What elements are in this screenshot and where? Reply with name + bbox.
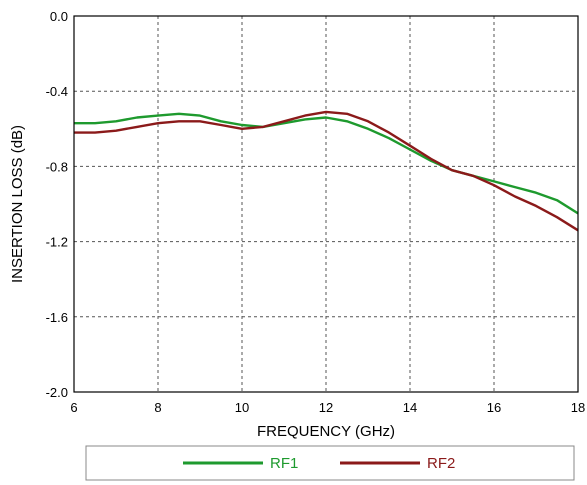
x-tick-label: 18 — [571, 400, 585, 415]
x-tick-label: 8 — [154, 400, 161, 415]
x-tick-labels: 6 8 10 12 14 16 18 — [70, 400, 585, 415]
y-axis-label: INSERTION LOSS (dB) — [9, 125, 26, 283]
y-tick-label: 0.0 — [50, 9, 68, 24]
plot-frame — [73, 15, 579, 393]
y-tick-label: -2.0 — [46, 385, 68, 400]
y-tick-label: -0.4 — [46, 84, 68, 99]
y-tick-label: -1.6 — [46, 310, 68, 325]
x-tick-label: 10 — [235, 400, 249, 415]
x-tick-label: 14 — [403, 400, 417, 415]
x-tick-label: 6 — [70, 400, 77, 415]
grid-lines — [74, 16, 578, 392]
y-tick-label: -1.2 — [46, 235, 68, 250]
legend-label-rf1: RF1 — [270, 455, 298, 472]
x-tick-label: 16 — [487, 400, 501, 415]
y-tick-labels: 0.0 -0.4 -0.8 -1.2 -1.6 -2.0 — [46, 9, 68, 400]
legend-label-rf2: RF2 — [427, 455, 455, 472]
series-line-rf2 — [74, 110, 579, 232]
series-lines — [74, 110, 579, 232]
series-line-rf1 — [74, 112, 579, 215]
legend: RF1 RF2 — [85, 445, 575, 481]
legend-box — [85, 445, 575, 481]
x-axis-label: FREQUENCY (GHz) — [257, 423, 395, 440]
x-tick-label: 12 — [319, 400, 333, 415]
y-tick-label: -0.8 — [46, 159, 68, 174]
